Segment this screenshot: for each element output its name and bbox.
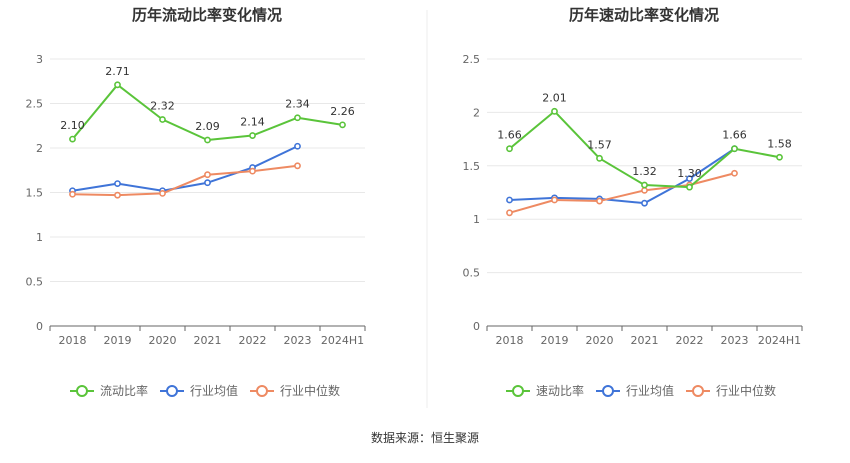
data-label: 2.10 — [60, 119, 85, 132]
data-point — [294, 142, 301, 150]
y-tick-label: 3 — [36, 53, 43, 66]
data-point — [69, 190, 76, 198]
data-point — [641, 181, 648, 189]
y-tick-label: 1 — [473, 213, 480, 226]
y-tick-label: 2.5 — [26, 98, 44, 111]
legend-marker-circle — [512, 385, 524, 397]
y-tick-label: 0.5 — [26, 276, 44, 289]
y-tick-label: 0 — [36, 320, 43, 333]
data-point — [686, 175, 693, 183]
legend-label: 流动比率 — [100, 383, 148, 398]
data-point — [294, 162, 301, 170]
data-point — [776, 153, 783, 161]
data-point — [114, 180, 121, 187]
data-point — [686, 183, 693, 191]
legend-label: 速动比率 — [536, 383, 584, 398]
x-tick-label: 2023 — [284, 334, 312, 347]
legend-label: 行业中位数 — [280, 383, 340, 398]
data-point — [551, 107, 558, 115]
data-label: 2.34 — [285, 98, 310, 111]
data-label: 2.26 — [330, 105, 355, 118]
data-point — [159, 116, 166, 123]
data-point — [204, 136, 211, 144]
chart-title-1: 历年流动比率变化情况 — [132, 6, 282, 24]
legend-label: 行业均值 — [626, 383, 674, 398]
x-tick-label: 2022 — [676, 334, 704, 347]
x-tick-label: 2020 — [149, 334, 177, 347]
legend-marker-circle — [256, 385, 268, 397]
x-tick-label: 2020 — [586, 334, 614, 347]
y-tick-label: 1 — [36, 231, 43, 244]
x-tick-label: 2018 — [59, 334, 87, 347]
chart-title-2: 历年速动比率变化情况 — [569, 6, 719, 24]
data-label: 1.66 — [497, 129, 522, 142]
x-tick-label: 2024H1 — [758, 334, 801, 347]
data-label: 2.14 — [240, 116, 265, 129]
x-tick-label: 2024H1 — [321, 334, 364, 347]
data-point — [339, 121, 346, 129]
data-label: 1.66 — [722, 129, 747, 142]
data-point — [506, 145, 513, 153]
data-label: 1.57 — [587, 138, 612, 151]
y-tick-label: 2 — [36, 142, 43, 155]
data-point — [506, 209, 513, 217]
y-tick-label: 0.5 — [463, 267, 481, 280]
x-tick-label: 2018 — [496, 334, 524, 347]
y-tick-label: 2.5 — [463, 53, 481, 66]
data-label: 2.09 — [195, 120, 220, 133]
series-line-2 — [72, 145, 298, 192]
data-point — [114, 191, 121, 199]
data-point — [641, 186, 648, 194]
data-point — [249, 132, 256, 139]
data-label: 1.32 — [632, 165, 657, 178]
data-source-note: 数据来源：恒生聚源 — [370, 431, 479, 445]
y-tick-label: 0 — [473, 320, 480, 333]
series-line-3 — [509, 172, 735, 214]
x-tick-label: 2019 — [104, 334, 132, 347]
data-point — [551, 196, 558, 204]
data-point — [731, 169, 738, 177]
series-line-2 — [509, 147, 736, 205]
data-point — [596, 154, 603, 162]
legend-label: 行业均值 — [190, 383, 238, 398]
x-tick-label: 2019 — [541, 334, 569, 347]
x-tick-label: 2023 — [721, 334, 749, 347]
data-point — [506, 196, 513, 204]
data-label: 2.01 — [542, 91, 567, 104]
data-point — [731, 145, 738, 153]
data-label: 1.58 — [767, 137, 792, 150]
data-point — [159, 189, 166, 197]
data-label: 2.71 — [105, 65, 130, 78]
y-tick-label: 1.5 — [26, 187, 44, 200]
data-point — [204, 179, 211, 187]
legend-marker-circle — [166, 385, 178, 397]
data-point — [69, 135, 76, 143]
data-point — [204, 171, 211, 179]
data-point — [596, 197, 603, 205]
x-tick-label: 2022 — [239, 334, 267, 347]
data-point — [249, 167, 256, 175]
x-tick-label: 2021 — [194, 334, 222, 347]
y-tick-label: 2 — [473, 106, 480, 119]
legend-marker-circle — [692, 385, 704, 397]
data-label: 1.30 — [677, 167, 702, 180]
data-point — [294, 114, 301, 122]
y-tick-label: 1.5 — [463, 160, 481, 173]
legend-label: 行业中位数 — [716, 383, 776, 398]
legend-marker-circle — [76, 385, 88, 397]
data-point — [114, 81, 121, 89]
legend-marker-circle — [602, 385, 614, 397]
data-point — [641, 199, 648, 207]
x-tick-label: 2021 — [631, 334, 659, 347]
data-label: 2.32 — [150, 100, 175, 113]
series-line-3 — [72, 164, 298, 197]
